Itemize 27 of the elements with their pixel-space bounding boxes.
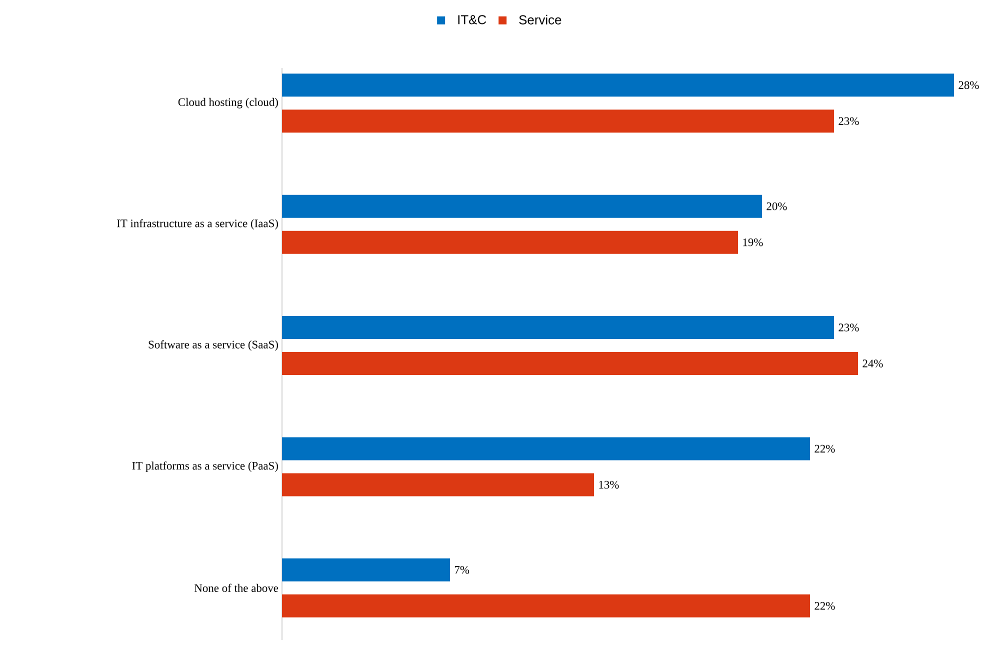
data-label: 22% xyxy=(814,444,835,453)
y-tick-label: Software as a service (SaaS) xyxy=(148,340,278,351)
data-label: 13% xyxy=(599,480,619,489)
data-label: 24% xyxy=(862,360,883,368)
data-label: 23% xyxy=(838,324,859,332)
data-label: 28% xyxy=(958,81,979,90)
bar xyxy=(282,594,810,618)
bar xyxy=(282,194,762,218)
bar xyxy=(282,316,834,340)
data-label: 7% xyxy=(454,566,470,574)
bar xyxy=(282,230,738,254)
data-label: 22% xyxy=(814,602,835,610)
y-tick-label: None of the above xyxy=(194,584,278,592)
bar xyxy=(282,352,858,376)
bar xyxy=(282,74,954,97)
bar xyxy=(282,473,594,496)
data-label: 20% xyxy=(766,202,787,210)
bar xyxy=(282,437,810,460)
data-label: 19% xyxy=(743,238,763,246)
legend-label: IT&C xyxy=(458,15,486,24)
y-tick-label: IT infrastructure as a service (IaaS) xyxy=(116,219,278,230)
bar xyxy=(282,110,834,133)
data-label: 23% xyxy=(838,117,859,126)
bar xyxy=(282,558,450,582)
y-tick-label: Cloud hosting (cloud) xyxy=(178,98,278,108)
legend-label: Service xyxy=(519,14,562,24)
y-tick-label: IT platforms as a service (PaaS) xyxy=(132,461,278,472)
